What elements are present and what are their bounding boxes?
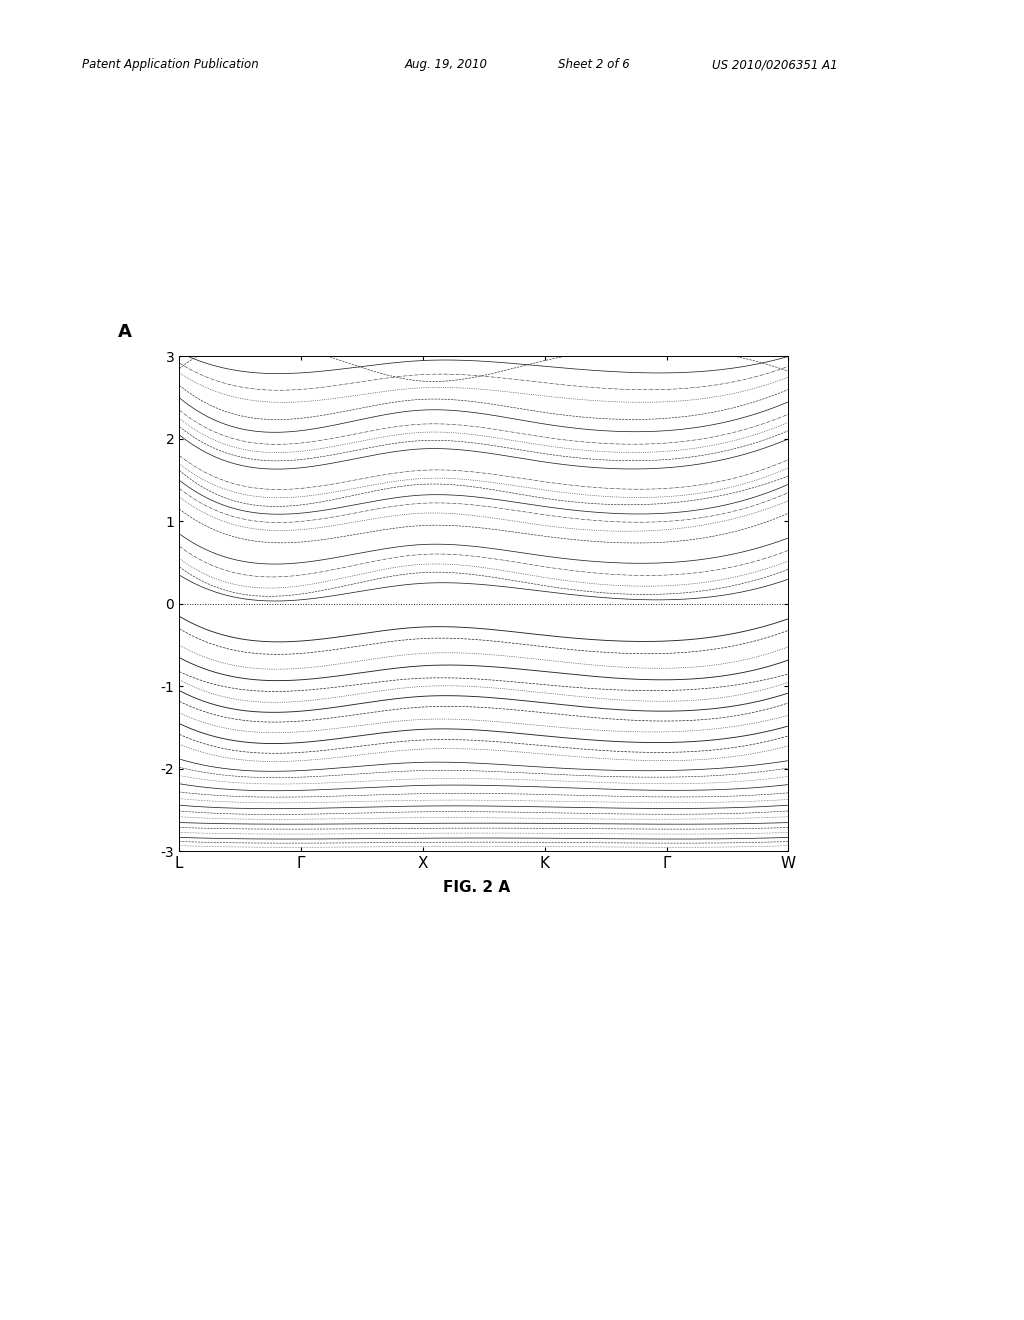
- Text: Patent Application Publication: Patent Application Publication: [82, 58, 259, 71]
- Text: Sheet 2 of 6: Sheet 2 of 6: [558, 58, 630, 71]
- Text: US 2010/0206351 A1: US 2010/0206351 A1: [712, 58, 838, 71]
- Text: Aug. 19, 2010: Aug. 19, 2010: [404, 58, 487, 71]
- Text: FIG. 2 A: FIG. 2 A: [442, 880, 510, 895]
- Text: A: A: [118, 323, 132, 342]
